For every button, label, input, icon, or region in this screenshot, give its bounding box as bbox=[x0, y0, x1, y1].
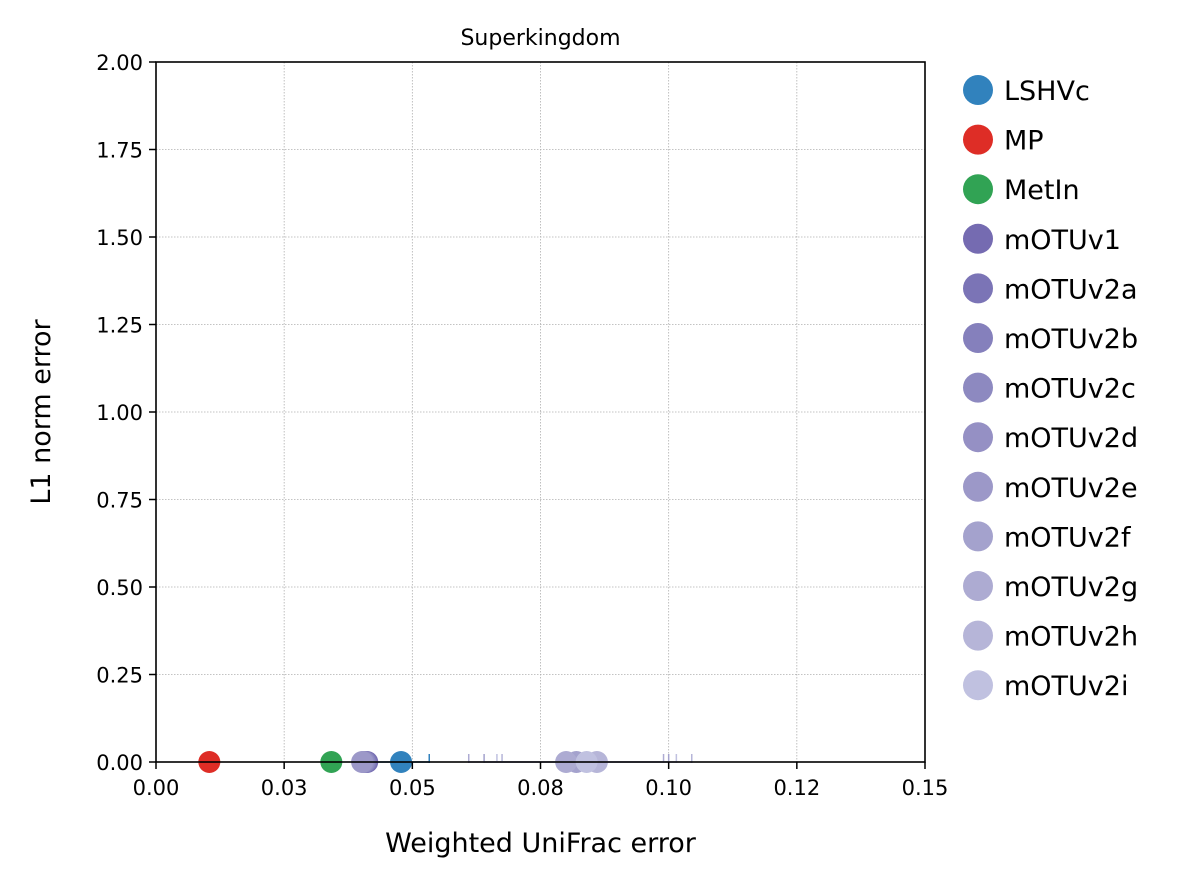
legend-label-mOTUv2c: mOTUv2c bbox=[1004, 374, 1136, 405]
legend-label-mOTUv2b: mOTUv2b bbox=[1004, 324, 1138, 355]
legend-marker-mOTUv2h bbox=[963, 620, 993, 651]
x-axis-ticks: 0.00 0.03 0.05 0.08 0.10 0.12 0.15 bbox=[133, 762, 949, 800]
data-point-layer bbox=[198, 751, 608, 773]
x-tick-label: 0.03 bbox=[261, 776, 308, 800]
y-tick-label: 1.00 bbox=[96, 401, 143, 425]
legend-marker-mOTUv1 bbox=[963, 223, 993, 254]
legend-marker-MP bbox=[963, 124, 993, 155]
y-tick-label: 1.25 bbox=[96, 314, 143, 338]
legend-marker-mOTUv2g bbox=[963, 571, 993, 601]
legend-label-mOTUv1: mOTUv1 bbox=[1004, 225, 1121, 256]
x-axis-label: Weighted UniFrac error bbox=[385, 828, 697, 859]
grid-layer bbox=[156, 62, 925, 762]
x-tick-label: 0.12 bbox=[773, 776, 820, 800]
legend-label-mOTUv2f: mOTUv2f bbox=[1004, 522, 1132, 553]
legend-label-mOTUv2e: mOTUv2e bbox=[1004, 473, 1138, 504]
legend-marker-mOTUv2a bbox=[963, 273, 993, 304]
legend-marker-mOTUv2d bbox=[963, 422, 993, 453]
chart-title: Superkingdom bbox=[460, 26, 620, 51]
legend-marker-mOTUv2e bbox=[963, 471, 993, 502]
y-axis-ticks: 0.00 0.25 0.50 0.75 1.00 1.25 1.50 1.75 2.00 bbox=[96, 51, 156, 775]
legend-label-mOTUv2i: mOTUv2i bbox=[1004, 671, 1128, 702]
x-tick-label: 0.10 bbox=[645, 776, 692, 800]
legend: LSHVc MP MetIn mOTUv1 mOTUv2a mOTUv2b mOTUv2c m… bbox=[963, 75, 1138, 702]
legend-label-MP: MP bbox=[1004, 126, 1044, 157]
y-tick-label: 2.00 bbox=[96, 51, 143, 75]
legend-marker-MetIn bbox=[963, 174, 993, 205]
y-axis-label: L1 norm error bbox=[26, 318, 57, 504]
x-tick-label: 0.00 bbox=[133, 776, 180, 800]
legend-label-mOTUv2g: mOTUv2g bbox=[1004, 572, 1138, 603]
legend-marker-mOTUv2i bbox=[963, 670, 993, 701]
y-tick-label: 0.25 bbox=[96, 664, 143, 688]
y-tick-label: 0.50 bbox=[96, 576, 143, 600]
legend-marker-mOTUv2f bbox=[963, 521, 993, 552]
y-tick-label: 1.50 bbox=[96, 226, 143, 250]
legend-label-MetIn: MetIn bbox=[1004, 175, 1080, 206]
legend-label-mOTUv2a: mOTUv2a bbox=[1004, 274, 1138, 305]
x-tick-label: 0.15 bbox=[902, 776, 949, 800]
legend-marker-mOTUv2b bbox=[963, 323, 993, 353]
legend-label-LSHVc: LSHVc bbox=[1004, 76, 1090, 107]
x-tick-label: 0.08 bbox=[517, 776, 564, 800]
y-tick-label: 0.75 bbox=[96, 489, 143, 513]
legend-label-mOTUv2d: mOTUv2d bbox=[1004, 423, 1138, 454]
legend-label-mOTUv2h: mOTUv2h bbox=[1004, 622, 1138, 653]
legend-marker-mOTUv2c bbox=[963, 372, 993, 403]
x-tick-label: 0.05 bbox=[389, 776, 436, 800]
y-tick-label: 0.00 bbox=[96, 751, 143, 775]
legend-marker-LSHVc bbox=[963, 75, 993, 105]
y-tick-label: 1.75 bbox=[96, 139, 143, 163]
